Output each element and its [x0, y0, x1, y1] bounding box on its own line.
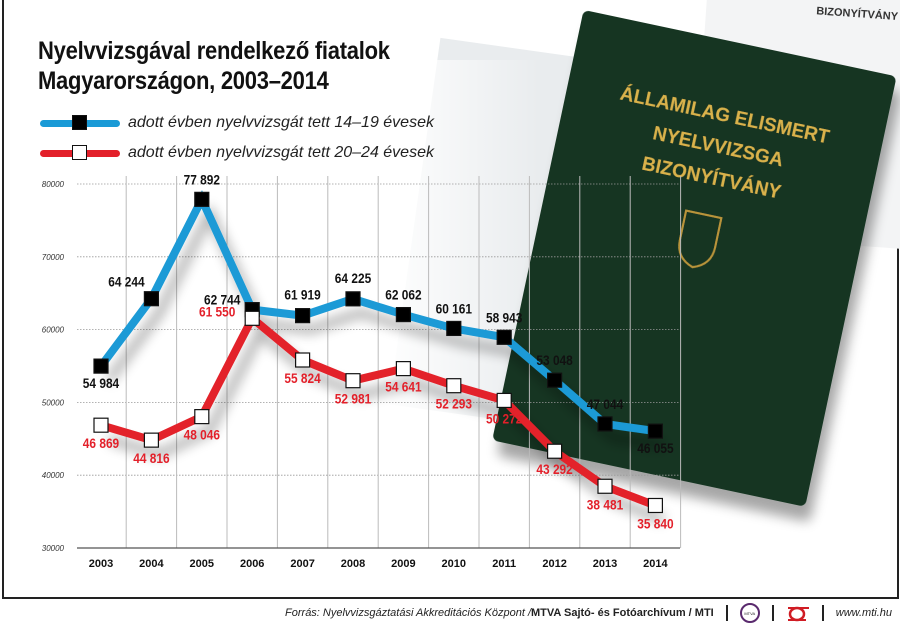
data-point-marker: [496, 392, 512, 409]
data-label: 62 744: [204, 292, 241, 308]
data-point-marker: [597, 478, 613, 494]
y-tick-label: 30000: [42, 544, 65, 553]
legend-label: adott évben nyelvvizsgát tett 20–24 éves…: [128, 144, 434, 161]
data-point-marker: [446, 320, 462, 337]
website-link[interactable]: www.mti.hu: [835, 607, 892, 619]
series-line-14-19: [97, 190, 656, 436]
data-label: 55 824: [284, 370, 321, 386]
data-point-marker: [446, 378, 462, 394]
chart: BIZONYÍTVÁNY ÁLLAMILAG ELISMERT NYELVVIZ…: [42, 0, 900, 570]
data-point-marker: [546, 372, 563, 388]
data-point-marker: [395, 361, 411, 377]
data-label: 35 840: [637, 516, 673, 532]
mti-logo-icon: [787, 606, 809, 622]
data-label: 54 641: [385, 379, 421, 395]
x-tick-label: 2003: [89, 558, 113, 570]
data-point-marker: [244, 310, 260, 326]
data-point-marker: [194, 409, 210, 425]
data-point-marker: [194, 191, 210, 207]
back-document-text: BIZONYÍTVÁNY: [816, 4, 899, 23]
data-point-marker: [295, 352, 311, 368]
data-label: 64 244: [108, 274, 145, 290]
data-label: 44 816: [133, 450, 169, 466]
x-tick-label: 2011: [492, 558, 516, 570]
y-tick-label: 80000: [42, 180, 65, 189]
data-point-marker: [647, 497, 664, 514]
data-label: 48 046: [184, 427, 220, 443]
data-label: 61 550: [199, 303, 235, 319]
legend-item-20-24: adott évben nyelvvizsgát tett 20–24 éves…: [40, 138, 434, 168]
legend-item-14-19: adott évben nyelvvizsgát tett 14–19 éves…: [40, 108, 434, 138]
frame: [2, 0, 899, 599]
data-point-marker: [597, 416, 613, 432]
data-label: 38 481: [587, 496, 623, 512]
data-label: 43 292: [536, 461, 572, 477]
title-line-1: Nyelvvizsgával rendelkező fiatalok: [38, 37, 390, 65]
y-tick-label: 70000: [42, 253, 65, 262]
data-point-marker: [143, 432, 159, 448]
x-tick-label: 2013: [593, 558, 617, 570]
black-square-marker-icon: [72, 114, 87, 130]
white-square-marker-icon: [72, 144, 87, 160]
data-label: 50 272: [486, 410, 522, 426]
legend: adott évben nyelvvizsgát tett 14–19 éves…: [40, 108, 434, 168]
data-point-marker: [295, 308, 311, 324]
chart-title: Nyelvvizsgával rendelkező fiatalok Magya…: [38, 36, 390, 96]
source-agency: MTVA Sajtó- és Fotóarchívum / MTI: [531, 607, 714, 619]
certificate-image: BIZONYÍTVÁNY ÁLLAMILAG ELISMERT NYELVVIZ…: [380, 0, 900, 506]
legend-line-red: [40, 144, 120, 160]
data-point-marker: [496, 329, 512, 345]
footer: Forrás: Nyelvvizsgáztatási Akkreditációs…: [285, 602, 892, 624]
x-tick-label: 2012: [542, 558, 566, 570]
title-line-2: Magyarországon, 2003–2014: [38, 67, 329, 95]
x-tick-label: 2006: [240, 558, 264, 570]
data-label: 60 161: [436, 300, 472, 316]
data-point-marker: [93, 417, 109, 433]
mtva-logo-icon: MTVA: [739, 603, 760, 623]
x-tick-label: 2010: [442, 558, 466, 570]
data-point-marker: [93, 358, 109, 374]
x-tick-label: 2007: [290, 558, 314, 570]
y-tick-label: 40000: [42, 471, 65, 480]
source-text: Forrás: Nyelvvizsgáztatási Akkreditációs…: [285, 607, 531, 619]
data-point-marker: [345, 373, 361, 389]
divider: [725, 605, 728, 621]
y-tick-label: 50000: [42, 398, 65, 407]
data-label: 46 869: [83, 435, 119, 451]
data-label: 58 943: [486, 309, 522, 325]
data-point-marker: [395, 306, 411, 323]
x-tick-label: 2014: [643, 558, 668, 570]
data-label: 52 981: [335, 391, 371, 407]
data-label: 77 892: [184, 171, 220, 187]
data-label: 47 044: [587, 396, 624, 412]
data-label: 46 055: [637, 440, 673, 456]
y-tick-label: 60000: [42, 326, 65, 335]
data-label: 62 062: [385, 287, 421, 303]
data-label: 54 984: [83, 375, 120, 391]
data-label: 61 919: [284, 287, 320, 303]
series-line-20-24: [99, 312, 657, 510]
legend-line-blue: [40, 114, 120, 130]
coat-of-arms-icon: [678, 209, 723, 269]
data-label: 64 225: [335, 270, 371, 286]
divider: [771, 605, 774, 621]
x-tick-label: 2004: [139, 558, 164, 570]
data-point-marker: [546, 443, 563, 459]
data-point-marker: [345, 291, 361, 307]
x-tick-label: 2009: [391, 558, 415, 570]
data-point-marker: [647, 423, 664, 439]
data-point-marker: [143, 291, 159, 307]
divider: [821, 605, 824, 621]
data-label: 53 048: [536, 352, 572, 368]
legend-label: adott évben nyelvvizsgát tett 14–19 éves…: [128, 114, 434, 131]
x-tick-label: 2005: [190, 558, 214, 570]
x-tick-label: 2008: [341, 558, 365, 570]
data-label: 52 293: [436, 396, 472, 412]
